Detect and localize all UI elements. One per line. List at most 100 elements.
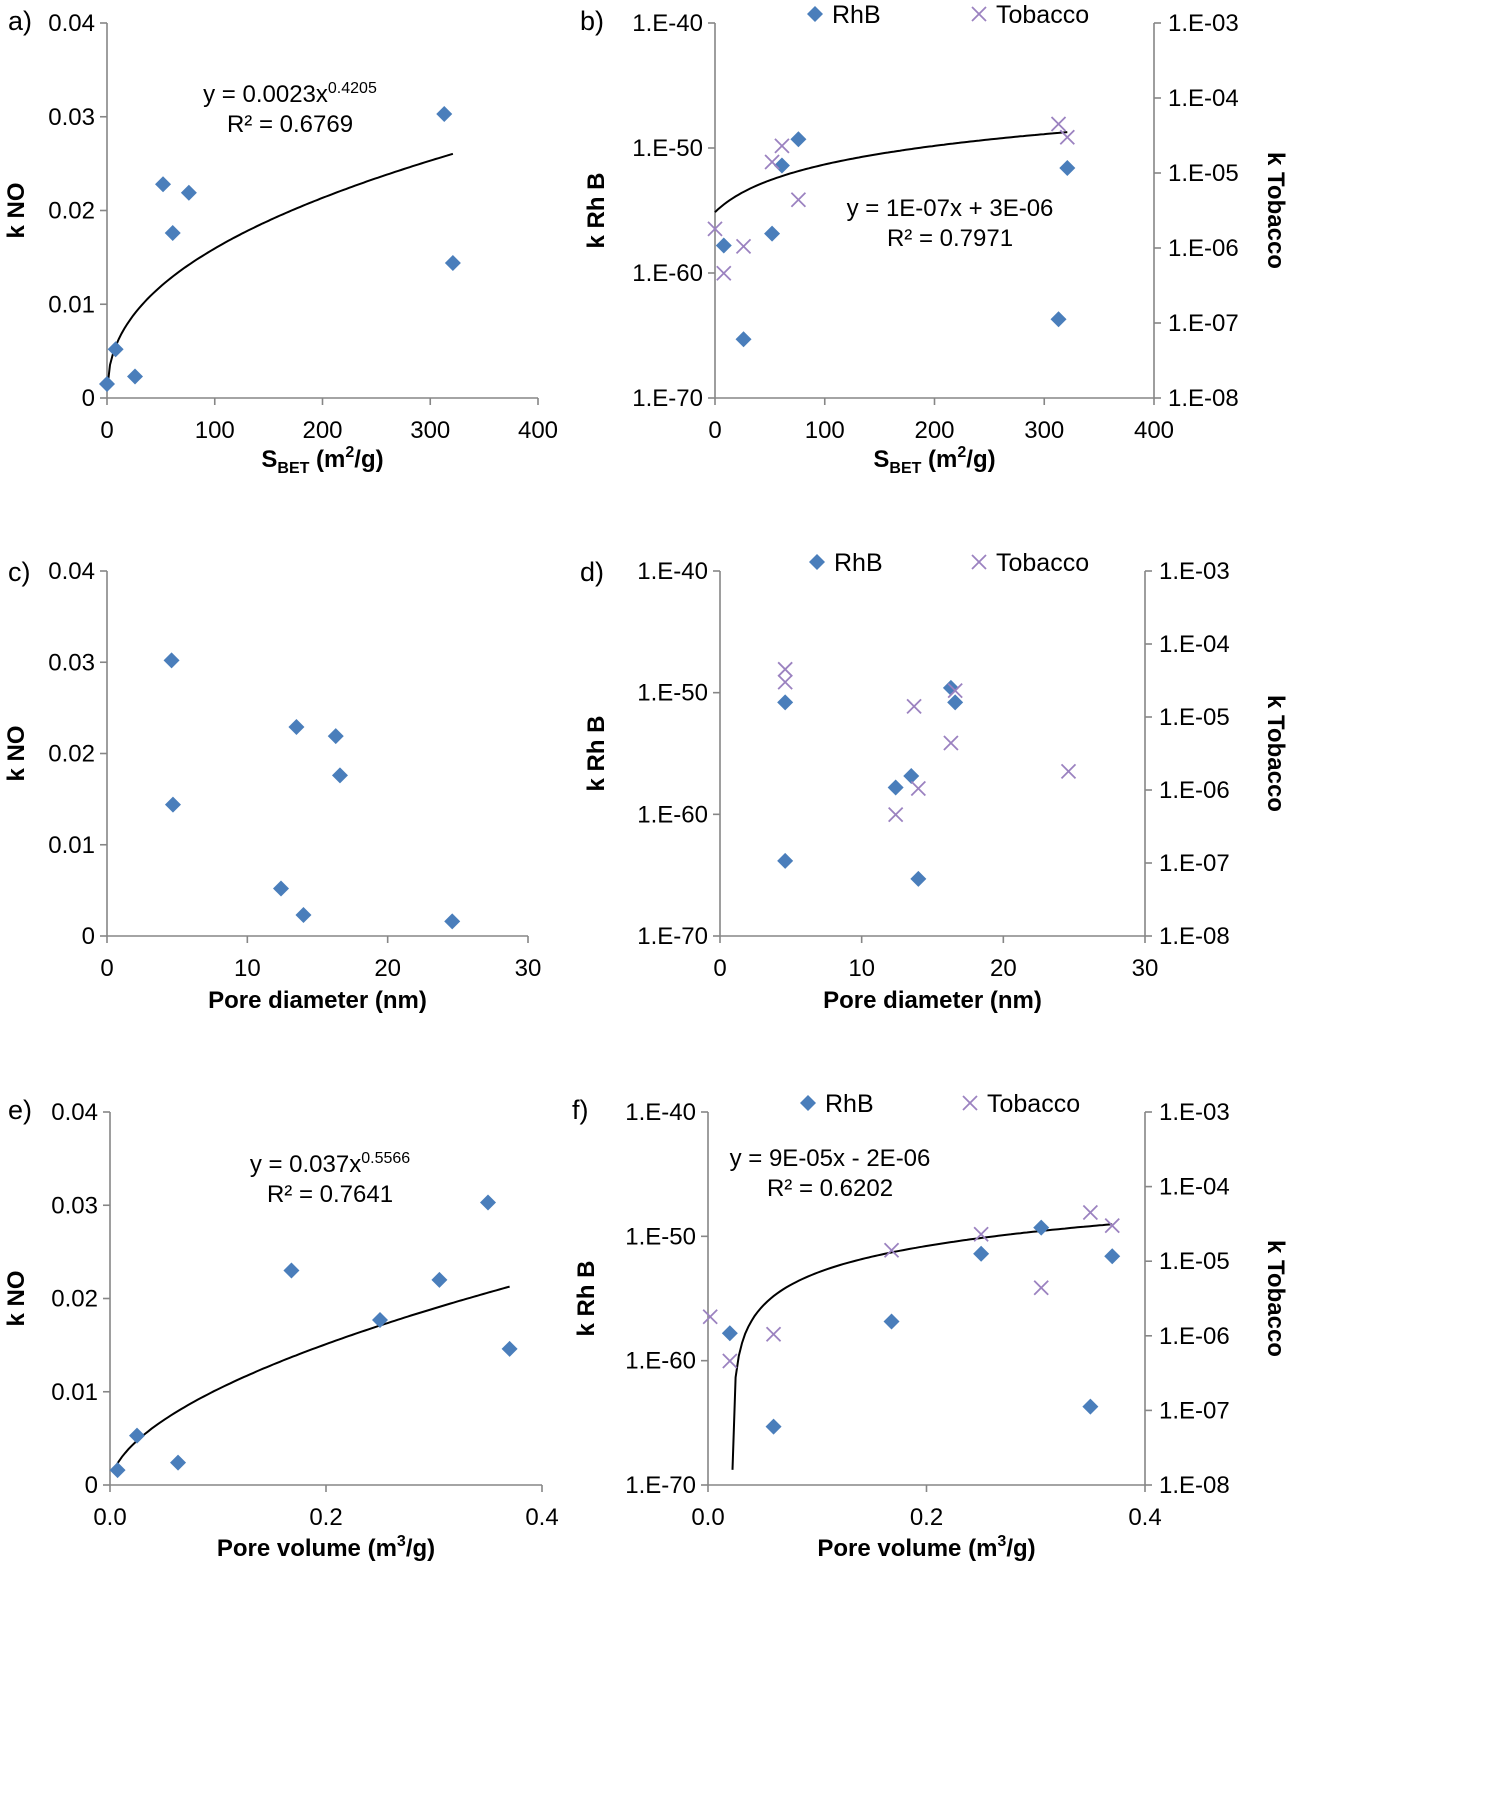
x-axis-title-sup: 2 — [345, 444, 354, 461]
data-point-x — [1050, 116, 1067, 132]
y2-tick-label: 1.E-04 — [1168, 85, 1239, 112]
data-point-x-stroke-2 — [777, 661, 793, 677]
y-tick-label: 1.E-60 — [637, 801, 708, 828]
equation-main: y = 9E-05x - 2E-06 — [730, 1145, 931, 1172]
y2-tick-label: 1.E-06 — [1159, 1323, 1230, 1350]
data-point-diamond — [327, 728, 344, 745]
data-point-x — [1082, 1204, 1099, 1221]
equation-line: y = 0.0023x0.4205 — [203, 80, 377, 108]
data-point-diamond — [480, 1194, 496, 1211]
x-tick-label: 10 — [234, 955, 261, 982]
data-point-diamond — [765, 1418, 782, 1435]
y2-tick-label: 1.E-05 — [1159, 704, 1230, 731]
x-tick-label: 100 — [195, 417, 235, 444]
legend-marker-x-stroke-2 — [971, 554, 987, 570]
data-point-diamond — [436, 105, 453, 122]
x-axis-title-text: Pore diameter (nm) — [208, 987, 427, 1014]
data-point-x-stroke-2 — [765, 1326, 782, 1342]
y-tick-label: 1.E-60 — [625, 1348, 696, 1375]
x-axis-title-sub: BET — [889, 460, 921, 477]
r-squared: R² = 0.6769 — [227, 111, 353, 138]
x-tick-label: 20 — [374, 955, 401, 982]
legend-marker-x — [971, 554, 987, 570]
x-tick-label: 30 — [1132, 955, 1159, 982]
legend: RhB Tobacco — [807, 1, 1089, 29]
panel-label: d) — [580, 557, 604, 587]
data-point-x — [716, 265, 732, 281]
equation-main: y = 1E-07x + 3E-06 — [847, 195, 1054, 222]
y-axis-title: k NO — [3, 725, 30, 781]
data-point-diamond — [735, 331, 752, 348]
data-point-x-stroke-2 — [947, 682, 963, 699]
series-tobacco — [777, 661, 1077, 823]
y-tick-label: 1.E-70 — [637, 923, 708, 950]
x-tick-label: 0.0 — [93, 1504, 126, 1531]
series-tobacco — [702, 1204, 1120, 1369]
data-point-x — [777, 661, 793, 677]
x-axis-title-sup: 3 — [997, 1533, 1006, 1550]
y2-tick-label: 1.E-07 — [1168, 310, 1239, 337]
y2-axis-title: k Tobacco — [1262, 1240, 1289, 1357]
equation-main: y = 0.0023x — [203, 81, 328, 108]
panel-f: f) 1.E-70 1.E-60 1.E-50 1.E-40 1.E-08 1.E-07 1.… — [572, 1090, 1289, 1562]
y2-tick-label: 1.E-03 — [1168, 10, 1239, 37]
trendline-equation: y = 0.0023x0.4205 R² = 0.6769 — [203, 80, 377, 138]
legend-label: Tobacco — [987, 1090, 1080, 1118]
legend-marker-diamond — [809, 554, 825, 570]
y-tick-label: 1.E-60 — [632, 260, 703, 287]
data-point-x-stroke-2 — [1060, 763, 1077, 780]
panel-label: a) — [8, 6, 32, 36]
r-squared: R² = 0.7971 — [887, 225, 1013, 252]
y-tick-label: 1.E-40 — [632, 10, 703, 37]
data-point-x — [943, 735, 959, 751]
y-tick-label: 0.01 — [51, 1379, 98, 1406]
trendline-equation: y = 0.037x0.5566 R² = 0.7641 — [250, 1150, 410, 1208]
x-tick-label: 0 — [708, 417, 721, 444]
data-point-x-stroke-2 — [777, 674, 793, 690]
data-point-diamond — [180, 184, 197, 201]
data-point-diamond — [444, 913, 461, 930]
y-axis-title: k NO — [3, 1270, 30, 1326]
y2-tick-label: 1.E-07 — [1159, 1397, 1230, 1424]
data-point-diamond — [295, 907, 312, 924]
data-point-x-stroke-2 — [716, 265, 732, 281]
y2-axis-title: k Tobacco — [1262, 152, 1289, 269]
y-tick-label: 0.01 — [48, 291, 95, 318]
data-point-x — [973, 1226, 989, 1242]
series-tobacco — [707, 116, 1075, 281]
y2-tick-label: 1.E-03 — [1159, 1099, 1230, 1126]
legend: RhB Tobacco — [800, 1090, 1080, 1118]
x-tick-label: 100 — [805, 417, 845, 444]
x-tick-label: 0.4 — [1128, 1504, 1161, 1531]
data-point-x-stroke-2 — [1082, 1204, 1099, 1221]
data-point-diamond — [164, 225, 181, 241]
y-tick-label: 0.01 — [48, 832, 95, 859]
series-0 — [163, 652, 461, 930]
legend-marker-x — [962, 1095, 978, 1111]
data-point-x-stroke-2 — [774, 138, 790, 154]
data-point-diamond — [109, 1462, 126, 1479]
x-axis-title-main: S — [261, 446, 277, 473]
data-point-x-stroke-2 — [973, 1226, 989, 1242]
x-tick-label: 0.2 — [309, 1504, 342, 1531]
data-point-x — [722, 1353, 738, 1369]
y-tick-label: 0 — [82, 923, 95, 950]
x-tick-label: 0.4 — [525, 1504, 558, 1531]
x-axis-title-rest: (m — [921, 446, 957, 473]
panel-e: e) 0 0.01 0.02 0.03 0.04 0.0 0.2 0.4 Pore volume … — [3, 1095, 559, 1562]
legend-label: RhB — [832, 1, 881, 29]
data-point-x-stroke-2 — [943, 735, 959, 751]
equation-line: y = 1E-07x + 3E-06 — [847, 195, 1054, 222]
trendline-equation: y = 1E-07x + 3E-06 R² = 0.7971 — [847, 195, 1054, 252]
series-rhb — [777, 679, 964, 887]
x-axis-title-main: S — [873, 446, 889, 473]
data-point-x-stroke-2 — [707, 221, 723, 237]
y-tick-label: 1.E-70 — [632, 385, 703, 412]
data-point-diamond — [1059, 160, 1076, 177]
y-tick-label: 0.03 — [48, 649, 95, 676]
panel-c: c) 0 0.01 0.02 0.03 0.04 0 10 20 30 Pore diameter … — [3, 557, 541, 1014]
y-axis-title: k Rh B — [573, 1260, 600, 1336]
x-axis-title-tail: /g) — [354, 446, 383, 473]
y-tick-label: 0.04 — [48, 10, 95, 37]
x-tick-label: 200 — [914, 417, 954, 444]
